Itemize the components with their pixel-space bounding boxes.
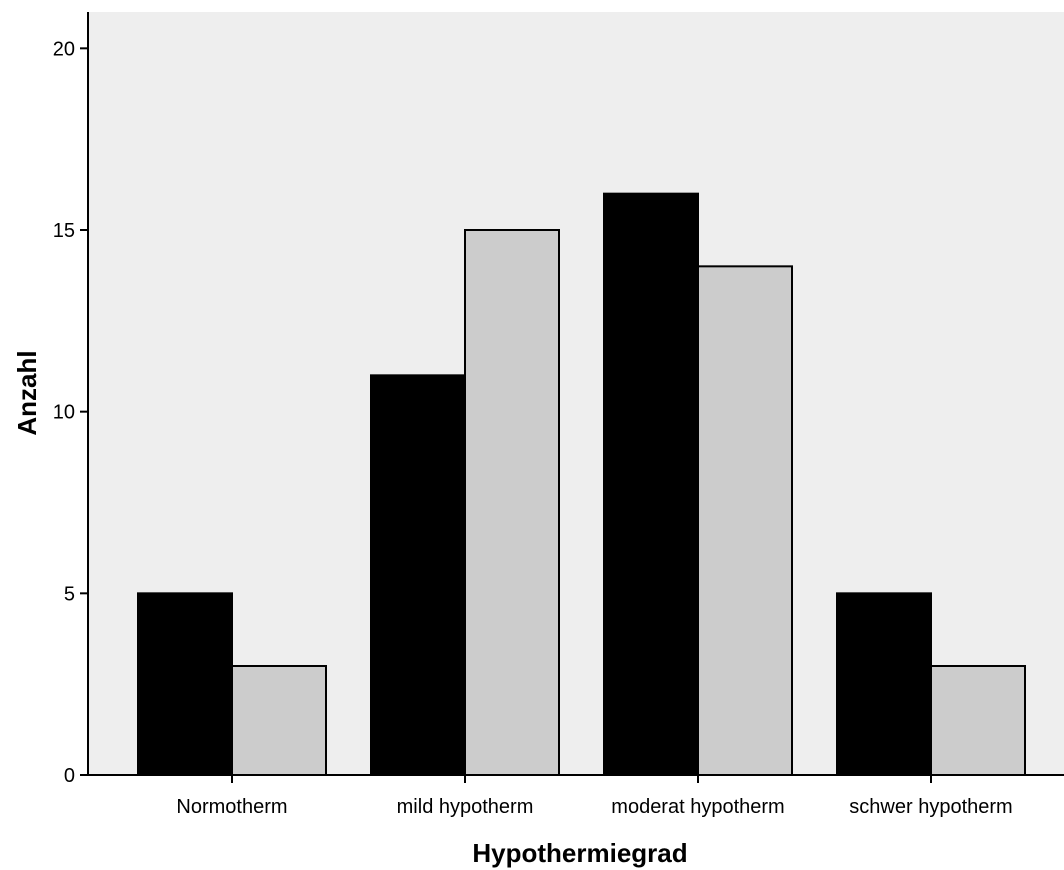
bar-series2-4 (930, 665, 1026, 776)
bar-series2-1 (231, 665, 327, 776)
y-tick-label: 20 (53, 38, 75, 60)
axes-group (87, 12, 1064, 776)
y-tick-label: 15 (53, 220, 75, 242)
y-tick-label: 10 (53, 402, 75, 424)
bar-series2-2 (464, 229, 560, 776)
bars-group (137, 192, 1026, 776)
x-category-label: moderat hypotherm (611, 796, 784, 818)
x-category-label: schwer hypotherm (849, 796, 1012, 818)
y-tick-label: 5 (64, 583, 75, 605)
y-axis-title: Anzahl (12, 350, 42, 435)
x-category-label: mild hypotherm (397, 796, 534, 818)
bar-series1-2 (370, 374, 466, 776)
bar-series2-3 (697, 265, 793, 776)
bar-series1-1 (137, 592, 233, 776)
bar-series1-3 (603, 192, 699, 776)
x-axis-title: Hypothermiegrad (472, 838, 687, 868)
x-category-label: Normotherm (176, 796, 287, 818)
ticks-group: 0 5 10 15 20 (53, 38, 88, 787)
bar-series1-4 (836, 592, 932, 776)
category-labels: Normotherm mild hypotherm moderat hypother… (176, 775, 1013, 818)
y-tick-label: 0 (64, 765, 75, 787)
